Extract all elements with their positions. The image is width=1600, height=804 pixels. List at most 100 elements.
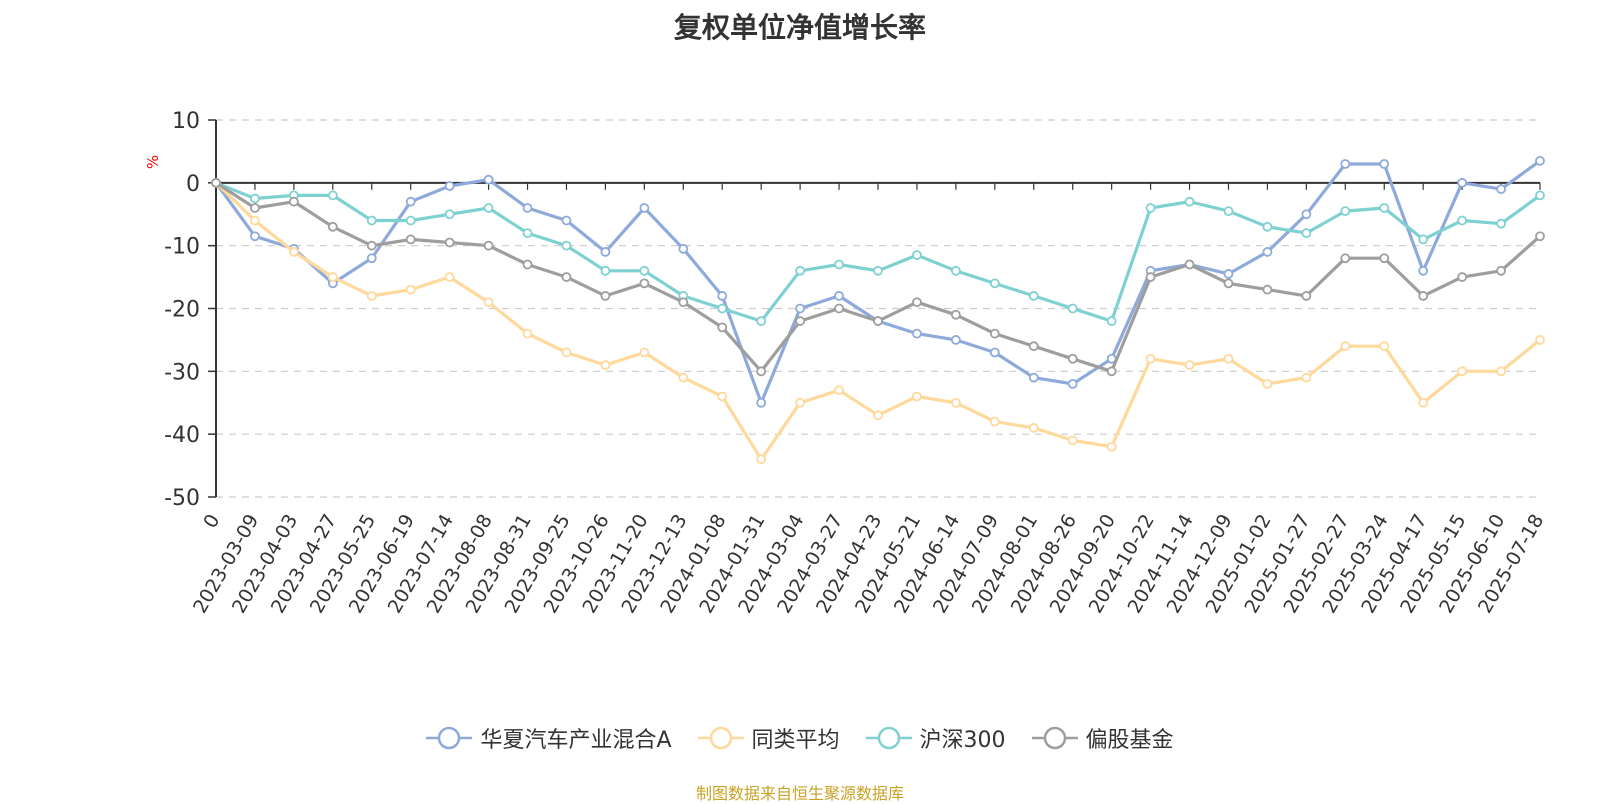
data-point — [1106, 441, 1117, 452]
data-point — [639, 278, 650, 289]
data-point — [600, 360, 611, 370]
data-point — [561, 240, 572, 251]
data-point — [1535, 155, 1545, 166]
axis-layer: 100-10-20-30-40-5002023-03-092023-04-032… — [164, 109, 1548, 617]
data-point — [405, 284, 416, 295]
data-point — [1262, 247, 1273, 257]
data-point — [1418, 265, 1429, 276]
data-point — [1106, 316, 1117, 326]
legend-label: 偏股基金 — [1085, 728, 1174, 753]
data-point — [1379, 341, 1390, 352]
data-point — [1223, 278, 1234, 289]
data-point — [678, 372, 689, 383]
legend-swatch-icon — [697, 726, 744, 750]
data-point — [288, 247, 299, 257]
data-point — [1067, 353, 1078, 364]
data-point — [873, 410, 883, 421]
data-point — [1535, 190, 1545, 201]
data-point — [1145, 272, 1156, 282]
data-point — [1379, 253, 1390, 264]
data-point — [795, 303, 806, 314]
data-point — [522, 328, 533, 339]
data-point — [717, 303, 728, 314]
data-point — [483, 203, 494, 213]
data-point — [717, 291, 728, 301]
data-point — [600, 247, 611, 257]
y-tick-label: -30 — [164, 360, 200, 385]
data-point — [1262, 221, 1273, 232]
data-point — [678, 243, 689, 254]
legend-label: 沪深300 — [919, 728, 1006, 753]
data-point — [1340, 159, 1351, 169]
legend-item[interactable]: 沪深300 — [865, 722, 1006, 754]
data-point — [1301, 209, 1312, 220]
data-point — [873, 316, 883, 326]
data-point — [1223, 353, 1234, 364]
data-point — [288, 196, 299, 207]
data-point — [1535, 335, 1545, 345]
y-tick-label: -50 — [164, 486, 200, 511]
x-tick-label: 0 — [199, 511, 224, 532]
data-point — [1301, 291, 1312, 301]
series-layer — [211, 155, 1545, 465]
legend-swatch-icon — [426, 726, 473, 750]
legend-swatch-icon — [865, 726, 912, 750]
data-point — [912, 250, 922, 260]
data-point — [834, 385, 844, 396]
data-point — [561, 347, 572, 358]
data-point — [1496, 218, 1506, 229]
data-point — [1223, 269, 1234, 279]
data-point — [1145, 353, 1156, 364]
data-point — [678, 297, 689, 308]
data-point — [1262, 284, 1273, 295]
data-point — [950, 309, 961, 320]
legend-item[interactable]: 偏股基金 — [1031, 722, 1174, 754]
data-point — [366, 240, 377, 251]
data-point — [366, 253, 377, 264]
data-point — [327, 272, 338, 282]
legend: 华夏汽车产业混合A 同类平均 沪深300 偏股基金 — [0, 722, 1600, 754]
data-point — [1379, 203, 1390, 213]
data-point — [444, 237, 455, 248]
data-point — [795, 265, 806, 276]
data-point — [250, 203, 260, 213]
data-point — [366, 215, 377, 226]
data-point — [522, 203, 533, 213]
data-point — [327, 221, 338, 232]
data-point — [912, 297, 922, 308]
y-tick-label: -40 — [164, 423, 200, 448]
data-point — [366, 291, 377, 301]
data-point — [1418, 291, 1429, 301]
data-point — [1028, 341, 1039, 352]
data-point — [1457, 272, 1468, 282]
data-point — [1067, 435, 1078, 446]
data-point — [1457, 215, 1468, 226]
y-tick-label: -10 — [164, 235, 200, 260]
data-point — [1301, 228, 1312, 239]
data-point — [405, 196, 416, 207]
data-point — [1262, 378, 1273, 389]
data-point — [795, 397, 806, 408]
data-point — [405, 215, 416, 226]
data-point — [950, 335, 961, 345]
y-axis-label: % — [144, 155, 162, 169]
data-point — [912, 391, 922, 402]
data-point — [873, 265, 883, 276]
legend-item[interactable]: 华夏汽车产业混合A — [426, 722, 672, 754]
data-point — [756, 454, 767, 465]
source-note: 制图数据来自恒生聚源数据库 — [695, 784, 904, 803]
data-point — [444, 209, 455, 220]
data-point — [795, 316, 806, 326]
grid-layer — [216, 119, 1540, 498]
data-point — [1496, 184, 1506, 195]
data-point — [756, 366, 767, 377]
data-point — [989, 278, 1000, 289]
data-point — [1184, 360, 1195, 370]
data-point — [1340, 206, 1351, 217]
data-point — [756, 316, 767, 326]
y-tick-label: -20 — [164, 298, 200, 323]
legend-item[interactable]: 同类平均 — [697, 722, 840, 754]
data-point — [600, 291, 611, 301]
data-point — [1028, 372, 1039, 383]
chart-title: 复权单位净值增长率 — [673, 11, 926, 44]
